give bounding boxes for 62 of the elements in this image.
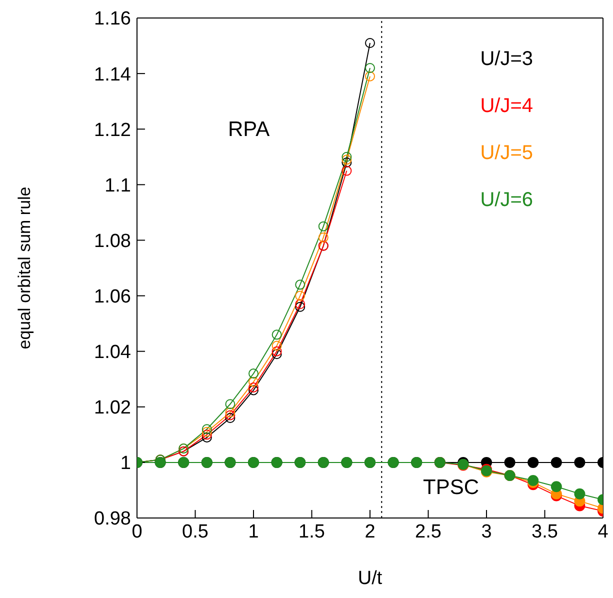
- point: [365, 63, 375, 73]
- y-tick-label: 1.04: [94, 342, 132, 364]
- point: [574, 456, 586, 468]
- x-axis-title: U/t: [358, 568, 383, 589]
- point: [248, 385, 258, 396]
- point: [365, 71, 375, 82]
- text: U/J=3: [480, 48, 533, 71]
- x-tick-label: 4: [598, 521, 609, 542]
- point: [295, 302, 306, 312]
- point: [202, 426, 212, 437]
- y-tick-label: 1.06: [94, 286, 131, 308]
- point: [225, 410, 236, 420]
- annotation: RPA: [228, 118, 270, 142]
- point: [550, 456, 562, 468]
- text: U/J=4: [480, 95, 533, 118]
- point: [248, 368, 258, 379]
- point: [202, 432, 212, 442]
- point: [528, 456, 539, 468]
- x-tick-label: 3: [481, 521, 492, 542]
- text: U/J=6: [480, 189, 533, 212]
- y-tick-label: 0.98: [94, 508, 131, 530]
- point: [272, 349, 282, 360]
- y-axis-title: equal orbital sum rule: [15, 186, 34, 350]
- point: [574, 488, 586, 500]
- point: [225, 399, 236, 410]
- y-tick-label: 1.12: [94, 120, 131, 141]
- y-tick-label: 1.08: [94, 230, 131, 252]
- point: [342, 152, 352, 162]
- point: [318, 232, 328, 242]
- point: [202, 430, 212, 440]
- x-tick-label: 2.5: [415, 521, 442, 542]
- point: [295, 280, 306, 290]
- x-tick-label: 0.5: [182, 521, 208, 542]
- point: [272, 340, 282, 351]
- y-tick-label: 1.1: [104, 175, 131, 196]
- point: [504, 456, 516, 468]
- x-tick-label: 1.5: [298, 521, 325, 542]
- point: [248, 376, 258, 387]
- point: [272, 346, 282, 356]
- text: U/J=5: [480, 142, 533, 165]
- point: [318, 221, 328, 232]
- point: [248, 382, 258, 392]
- point: [342, 166, 352, 176]
- x-tick-label: 2: [364, 521, 376, 542]
- x-tick-label: 0: [132, 521, 142, 542]
- annotation: TPSC: [423, 476, 480, 500]
- point: [550, 481, 562, 492]
- point: [365, 38, 375, 48]
- point: [295, 299, 306, 310]
- y-tick-label: 1.14: [94, 64, 132, 86]
- y-tick-label: 1: [120, 453, 131, 474]
- x-tick-label: 3.5: [532, 521, 558, 542]
- point: [225, 407, 236, 418]
- point: [225, 413, 236, 423]
- point: [272, 330, 282, 340]
- point: [342, 154, 352, 165]
- y-tick-label: 1.02: [94, 398, 131, 419]
- point: [295, 290, 306, 301]
- point: [342, 157, 352, 168]
- point: [202, 424, 212, 434]
- x-tick-label: 1: [248, 521, 259, 542]
- y-tick-label: 1.16: [94, 8, 131, 30]
